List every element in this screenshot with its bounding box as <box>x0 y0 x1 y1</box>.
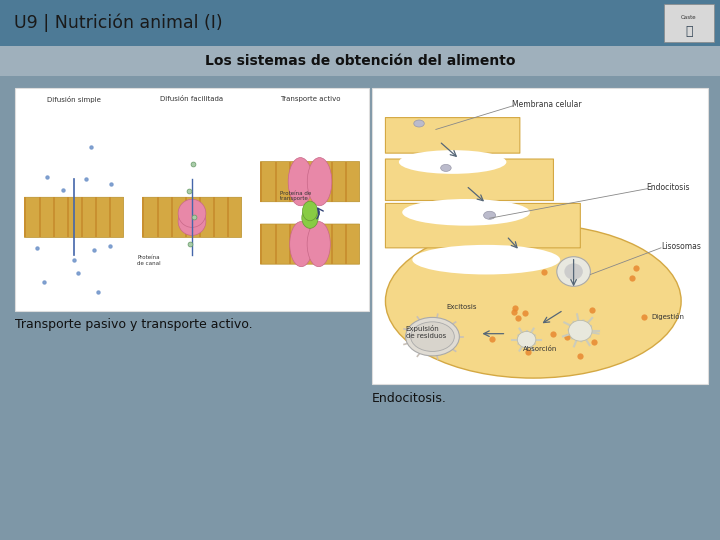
Text: Endocitosis.: Endocitosis. <box>372 392 447 405</box>
Bar <box>157 197 158 238</box>
Bar <box>0 0 720 46</box>
Text: Proteína
de canal: Proteína de canal <box>138 255 161 266</box>
Ellipse shape <box>484 211 495 219</box>
Ellipse shape <box>178 199 206 227</box>
Ellipse shape <box>557 256 590 286</box>
Ellipse shape <box>288 158 312 206</box>
Bar <box>15 88 369 311</box>
Ellipse shape <box>441 164 451 171</box>
FancyBboxPatch shape <box>143 197 242 238</box>
FancyBboxPatch shape <box>261 161 359 202</box>
Text: ⬛: ⬛ <box>685 25 693 38</box>
FancyBboxPatch shape <box>24 197 124 238</box>
Text: Transporte pasivo y transporte activo.: Transporte pasivo y transporte activo. <box>15 318 253 331</box>
Ellipse shape <box>414 120 424 127</box>
Ellipse shape <box>307 158 332 206</box>
Bar <box>171 197 173 238</box>
Bar <box>95 197 97 238</box>
Text: Excitosis: Excitosis <box>446 304 477 310</box>
Text: Caste: Caste <box>681 15 697 20</box>
Bar <box>317 224 319 264</box>
FancyBboxPatch shape <box>385 159 554 200</box>
Ellipse shape <box>399 150 506 174</box>
Text: Membrana celular: Membrana celular <box>512 100 582 109</box>
Ellipse shape <box>402 199 530 226</box>
Ellipse shape <box>564 264 583 280</box>
FancyBboxPatch shape <box>385 118 520 153</box>
Bar <box>289 161 291 202</box>
Bar <box>0 46 720 76</box>
Bar <box>346 224 347 264</box>
Ellipse shape <box>385 224 681 378</box>
Bar <box>213 197 215 238</box>
Text: Lisosomas: Lisosomas <box>661 242 701 251</box>
Ellipse shape <box>413 245 560 274</box>
Ellipse shape <box>405 318 459 356</box>
Bar <box>261 161 262 202</box>
Bar <box>0 76 720 540</box>
Bar <box>228 197 230 238</box>
Ellipse shape <box>307 221 330 267</box>
Bar <box>199 197 201 238</box>
FancyBboxPatch shape <box>385 204 580 248</box>
Text: U9 | Nutrición animal (I): U9 | Nutrición animal (I) <box>14 14 222 32</box>
Ellipse shape <box>517 332 536 348</box>
Text: Proteína de
transporte: Proteína de transporte <box>280 191 312 201</box>
Ellipse shape <box>178 207 206 235</box>
Text: Difusión facilitada: Difusión facilitada <box>161 96 224 102</box>
Bar <box>143 197 145 238</box>
Ellipse shape <box>289 221 313 267</box>
Text: Digestión: Digestión <box>651 313 684 320</box>
Bar <box>289 224 291 264</box>
Bar <box>109 197 112 238</box>
Ellipse shape <box>302 201 318 221</box>
Bar <box>185 197 187 238</box>
Text: Absorción: Absorción <box>523 346 557 352</box>
Bar <box>303 161 305 202</box>
Text: Transporte activo: Transporte activo <box>280 96 341 102</box>
Ellipse shape <box>410 322 454 352</box>
Bar <box>67 197 69 238</box>
Bar <box>317 161 319 202</box>
Bar <box>331 224 333 264</box>
Bar <box>372 88 708 384</box>
Bar <box>303 224 305 264</box>
Ellipse shape <box>302 207 318 228</box>
Bar <box>664 4 714 42</box>
Text: Los sistemas de obtención del alimento: Los sistemas de obtención del alimento <box>204 54 516 68</box>
Bar <box>24 197 27 238</box>
Bar <box>331 161 333 202</box>
Bar <box>261 224 262 264</box>
Bar <box>186 211 197 224</box>
Bar <box>81 197 83 238</box>
Bar <box>274 161 276 202</box>
Text: Difusión simple: Difusión simple <box>47 96 101 103</box>
Ellipse shape <box>569 320 592 341</box>
FancyBboxPatch shape <box>261 224 359 264</box>
Bar <box>39 197 40 238</box>
Text: Endocitosis: Endocitosis <box>646 183 690 192</box>
Bar <box>53 197 55 238</box>
Bar <box>346 161 347 202</box>
Text: Expulsión
de residuos: Expulsión de residuos <box>405 325 446 339</box>
Bar <box>274 224 276 264</box>
